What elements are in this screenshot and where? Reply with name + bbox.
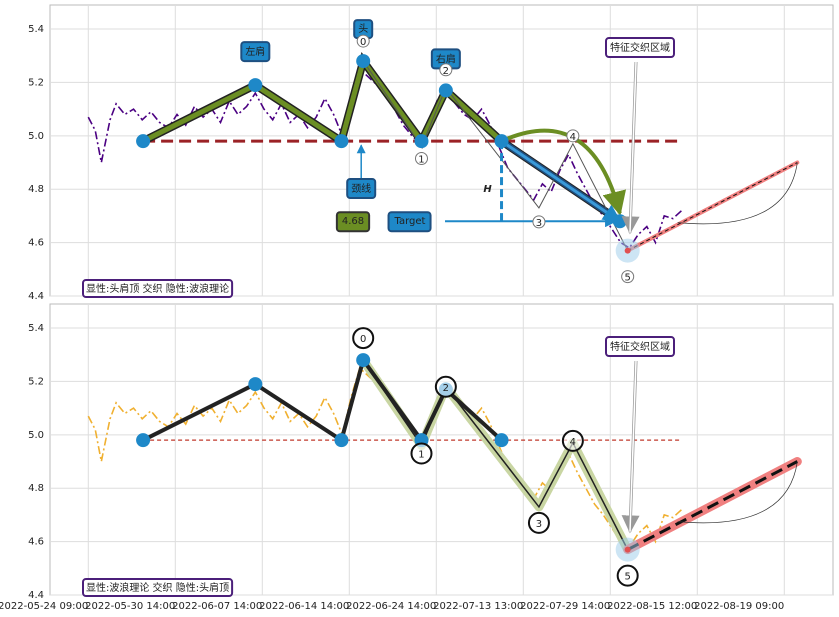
wave-label: 4 xyxy=(570,132,576,143)
wave-marker xyxy=(439,63,453,77)
wave-marker xyxy=(414,151,428,165)
zone-arrow-inner xyxy=(629,360,637,532)
measured-move-inner xyxy=(500,139,622,223)
zone-label: 特征交织区域 xyxy=(610,340,670,353)
pattern-point xyxy=(356,353,371,368)
pattern-point xyxy=(334,433,349,448)
x-tick-label: 2022-07-29 14:00 xyxy=(520,601,610,612)
wave-line xyxy=(362,359,629,550)
caption-box xyxy=(82,578,234,597)
end-dot xyxy=(624,247,631,254)
x-tick-label: 2022-08-15 12:00 xyxy=(607,601,697,612)
wave-marker xyxy=(532,215,546,229)
x-tick-label: 2022-08-19 09:00 xyxy=(694,601,784,612)
wave-label: 1 xyxy=(418,154,424,165)
target-label: Target xyxy=(394,216,426,227)
zone-label: 特征交织区域 xyxy=(610,41,670,54)
pattern-point xyxy=(356,54,371,69)
projection-line xyxy=(627,162,798,252)
height-label: H xyxy=(483,184,492,195)
pattern-point xyxy=(414,134,429,149)
projection-curve xyxy=(677,162,798,225)
pattern-label: 右肩 xyxy=(436,52,456,65)
x-tick-label: 2022-07-13 13:00 xyxy=(433,601,523,612)
wave-marker xyxy=(527,511,550,534)
wave-label: 2 xyxy=(443,383,449,394)
pattern-point xyxy=(494,134,509,149)
x-tick-label: 2022-05-24 09:00 xyxy=(0,601,88,612)
x-tick-label: 2022-06-07 14:00 xyxy=(172,601,262,612)
pattern-point xyxy=(248,78,263,93)
pattern-point xyxy=(136,433,151,448)
wave-marker xyxy=(616,564,639,587)
zone-box xyxy=(605,37,675,58)
wave-marker xyxy=(566,129,580,143)
x-tick-label: 2022-06-24 14:00 xyxy=(346,601,436,612)
pattern-label: 左肩 xyxy=(245,45,265,58)
y-tick-label: 5.2 xyxy=(28,376,44,387)
wave-label: 3 xyxy=(536,519,542,530)
y-tick-label: 4.4 xyxy=(28,590,44,601)
target-value: 4.68 xyxy=(342,216,364,227)
y-tick-label: 4.8 xyxy=(28,483,44,494)
end-dot xyxy=(624,546,631,553)
y-tick-label: 4.6 xyxy=(28,238,44,249)
wave-marker xyxy=(356,34,370,48)
y-tick-label: 5.4 xyxy=(28,323,44,334)
pattern-label: 头 xyxy=(358,23,368,35)
pattern-point xyxy=(438,83,453,98)
wave-marker xyxy=(434,375,457,398)
wave-line xyxy=(362,60,629,251)
zone-box xyxy=(605,336,675,357)
wave-label: 0 xyxy=(360,334,366,345)
wave-label: 4 xyxy=(570,437,576,448)
y-tick-label: 5.0 xyxy=(28,430,44,441)
wave-label: 2 xyxy=(443,66,449,77)
wave-marker xyxy=(561,429,584,452)
pattern-point xyxy=(334,134,349,149)
pattern-line xyxy=(141,55,622,224)
caption-box xyxy=(82,279,234,298)
pattern-point xyxy=(136,134,151,149)
projection-curve xyxy=(677,461,798,524)
wave-label: 5 xyxy=(624,572,630,583)
target-box xyxy=(387,211,432,233)
y-tick-label: 4.4 xyxy=(28,291,44,302)
x-tick-label: 2022-06-14 14:00 xyxy=(259,601,349,612)
wave-marker xyxy=(352,327,375,350)
pattern-point xyxy=(612,214,627,229)
caption: 显性:波浪理论 交织 隐性:头肩顶 xyxy=(86,581,229,594)
x-tick-label: 2022-05-30 14:00 xyxy=(85,601,175,612)
neckline-label: 颈线 xyxy=(351,182,371,195)
wave-label: 1 xyxy=(418,449,424,460)
target-value-box xyxy=(335,211,371,233)
y-tick-label: 5.2 xyxy=(28,77,44,88)
pattern-label-box xyxy=(240,41,271,63)
y-tick-label: 5.4 xyxy=(28,24,44,35)
y-tick-label: 4.6 xyxy=(28,537,44,548)
wave-label: 5 xyxy=(624,273,630,284)
wave-marker xyxy=(621,270,635,284)
wave-label: 0 xyxy=(360,37,366,48)
wave-marker xyxy=(410,442,433,465)
pattern-point xyxy=(248,377,263,392)
projection-line xyxy=(626,460,799,551)
zone-arrow-inner xyxy=(629,61,637,233)
y-tick-label: 4.8 xyxy=(28,184,44,195)
caption: 显性:头肩顶 交织 隐性:波浪理论 xyxy=(86,282,229,295)
plot-area xyxy=(49,303,834,596)
y-tick-label: 5.0 xyxy=(28,131,44,142)
pattern-point xyxy=(494,433,509,448)
wave-label: 3 xyxy=(536,218,542,229)
neckline-label-box xyxy=(346,178,377,199)
